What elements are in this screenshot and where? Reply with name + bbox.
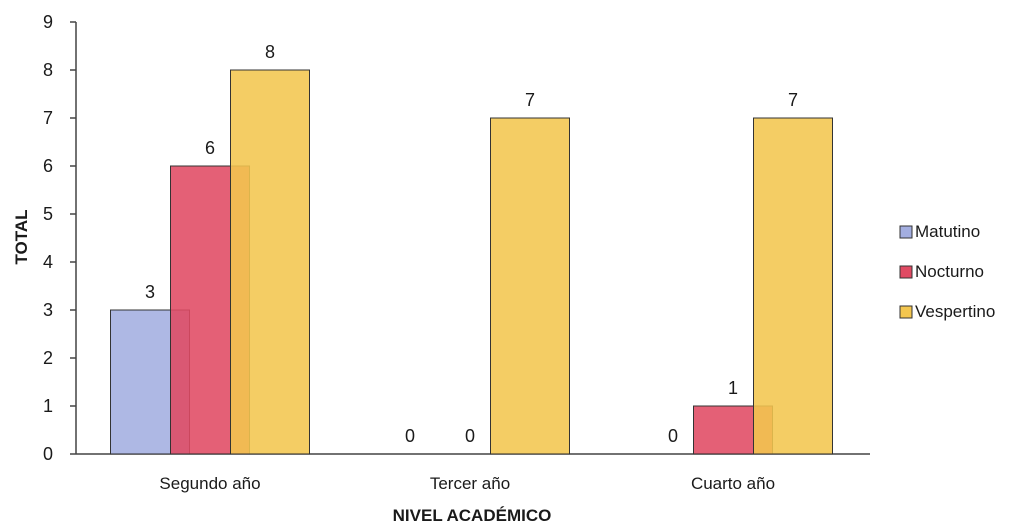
- y-axis-title: TOTAL: [12, 209, 31, 264]
- data-label-nocturno-segundo-ano: 6: [205, 138, 215, 158]
- legend-label-matutino: Matutino: [915, 222, 980, 241]
- bar-vespertino-tercer-ano: [490, 117, 570, 455]
- y-tick-label: 5: [43, 204, 53, 224]
- data-label-vespertino-tercer-ano: 7: [525, 90, 535, 110]
- y-tick-label: 0: [43, 444, 53, 464]
- y-tick-label: 8: [43, 60, 53, 80]
- category-label-cuarto-ano: Cuarto año: [691, 474, 775, 493]
- legend: Matutino Nocturno Vespertino: [899, 222, 995, 321]
- legend-label-vespertino: Vespertino: [915, 302, 995, 321]
- data-label-nocturno-cuarto-ano: 1: [728, 378, 738, 398]
- y-tick-label: 4: [43, 252, 53, 272]
- y-tick-label: 7: [43, 108, 53, 128]
- data-label-nocturno-tercer-ano: 0: [465, 426, 475, 446]
- x-axis-title: NIVEL ACADÉMICO: [393, 506, 552, 525]
- y-axis-ticks: 0 1 2 3 4 5 6 7 8 9: [43, 12, 76, 464]
- bar-vespertino-segundo-ano: [230, 69, 310, 455]
- category-labels: Segundo año Tercer año Cuarto año: [159, 474, 775, 493]
- y-tick-label: 2: [43, 348, 53, 368]
- data-label-vespertino-cuarto-ano: 7: [788, 90, 798, 110]
- data-label-matutino-tercer-ano: 0: [405, 426, 415, 446]
- data-label-vespertino-segundo-ano: 8: [265, 42, 275, 62]
- category-label-segundo-ano: Segundo año: [159, 474, 260, 493]
- data-label-matutino-segundo-ano: 3: [145, 282, 155, 302]
- legend-swatch-vespertino: [899, 305, 913, 319]
- data-label-matutino-cuarto-ano: 0: [668, 426, 678, 446]
- y-tick-label: 3: [43, 300, 53, 320]
- y-tick-label: 9: [43, 12, 53, 32]
- bar-vespertino-cuarto-ano: [753, 117, 833, 455]
- category-label-tercer-ano: Tercer año: [430, 474, 510, 493]
- y-tick-label: 6: [43, 156, 53, 176]
- legend-label-nocturno: Nocturno: [915, 262, 984, 281]
- legend-swatch-nocturno: [899, 265, 913, 279]
- y-tick-label: 1: [43, 396, 53, 416]
- data-labels: 3 6 8 0 0 7 0 1 7: [145, 42, 798, 446]
- legend-swatch-matutino: [899, 225, 913, 239]
- bars: [110, 69, 833, 455]
